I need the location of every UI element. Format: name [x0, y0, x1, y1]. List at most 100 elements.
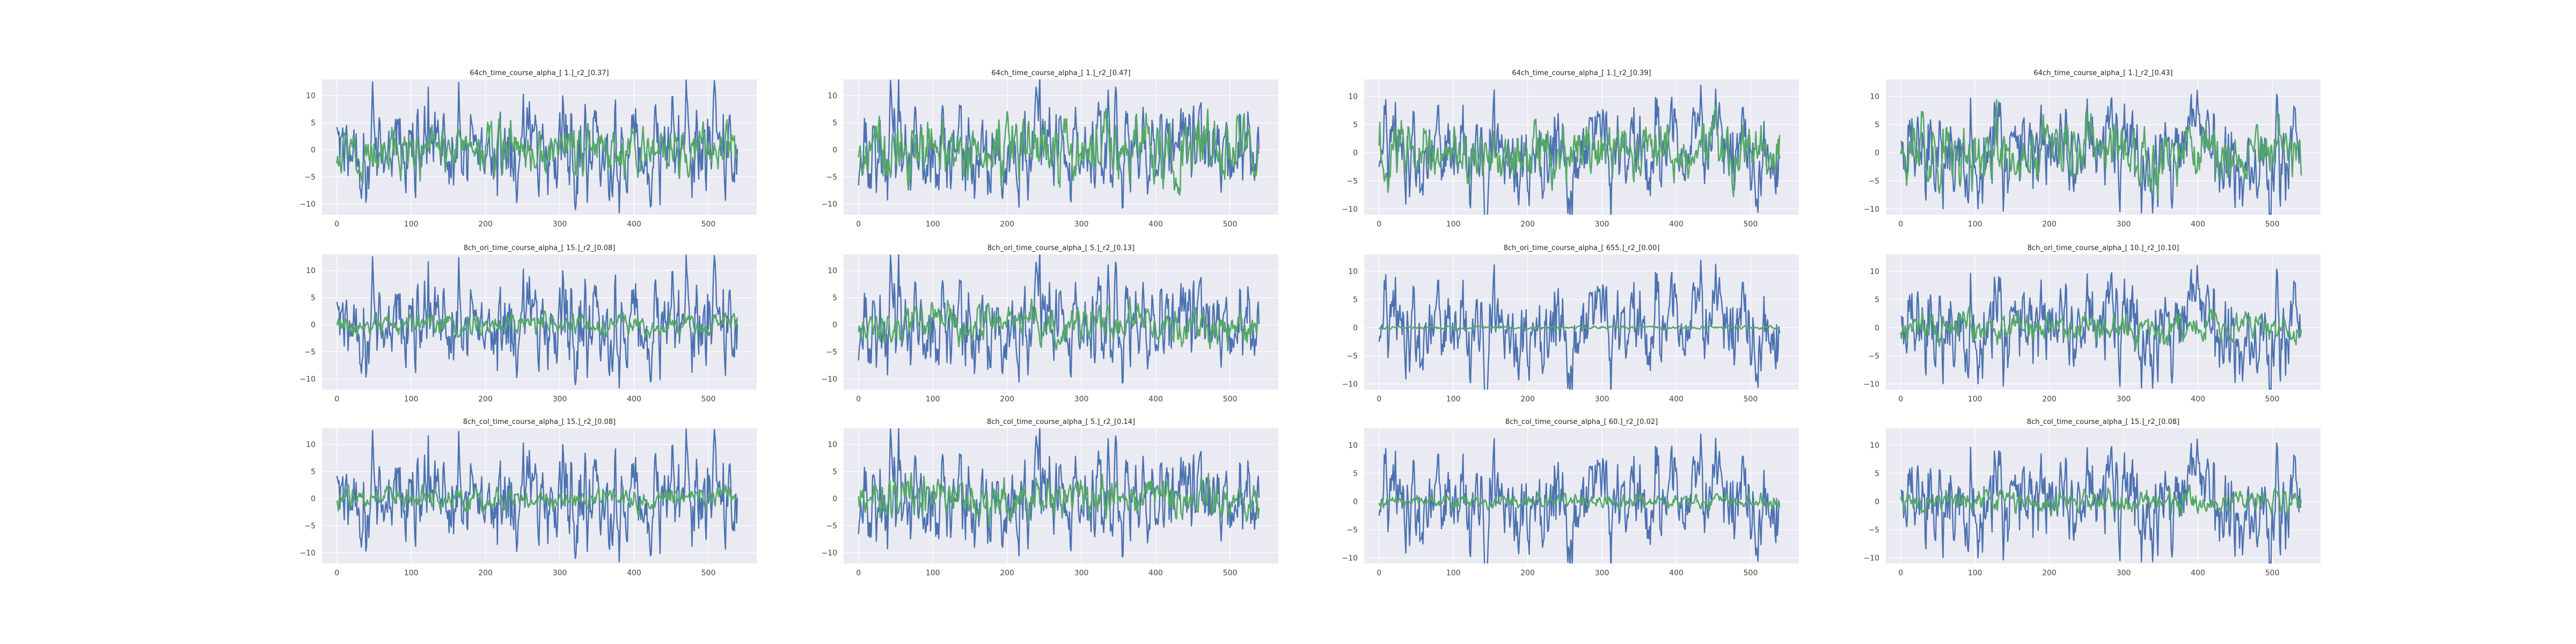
x-tick-label: 100: [926, 395, 940, 404]
x-tick-label: 0: [856, 569, 861, 577]
y-tick-label: 5: [1875, 121, 1879, 129]
x-tick-label: 400: [1669, 569, 1684, 577]
x-tick-label: 100: [1968, 569, 1982, 577]
subplot-title: 8ch_col_time_course_alpha_[ 5.]_r2_[0.14…: [987, 418, 1135, 426]
x-tick-label: 500: [1223, 395, 1238, 404]
x-tick-label: 400: [627, 569, 641, 577]
x-tick-label: 200: [2042, 220, 2057, 229]
x-tick-label: 300: [2117, 569, 2131, 577]
x-tick-label: 100: [1968, 220, 1982, 229]
x-tick-label: 500: [701, 220, 716, 229]
y-tick-label: 10: [828, 441, 837, 449]
x-tick-label: 100: [1446, 569, 1461, 577]
x-tick-label: 300: [1595, 220, 1609, 229]
x-tick-label: 500: [1744, 220, 1758, 229]
x-tick-label: 400: [627, 395, 641, 404]
x-tick-label: 500: [1744, 395, 1758, 404]
x-tick-label: 100: [926, 220, 940, 229]
x-tick-label: 200: [478, 569, 493, 577]
x-tick-label: 500: [1223, 220, 1238, 229]
y-tick-label: −5: [304, 348, 316, 356]
y-tick-label: 0: [1353, 149, 1358, 158]
x-tick-label: 500: [701, 569, 716, 577]
y-tick-label: 0: [311, 495, 316, 503]
x-tick-label: 200: [1000, 569, 1014, 577]
y-tick-label: 5: [1353, 296, 1358, 304]
x-tick-label: 0: [1898, 569, 1903, 577]
y-tick-label: −10: [821, 549, 837, 558]
x-tick-label: 500: [1744, 569, 1758, 577]
x-tick-label: 200: [2042, 569, 2057, 577]
y-tick-label: 10: [1348, 93, 1358, 101]
subplot-11: 0 100 200 300 400 500 −10 −5 0 5 10 8ch_col_time_co…: [1342, 418, 1799, 577]
y-tick-label: 10: [1870, 268, 1879, 276]
y-tick-label: 5: [311, 468, 316, 477]
y-tick-label: 10: [1348, 442, 1358, 450]
y-tick-label: −5: [304, 173, 316, 181]
x-tick-label: 100: [1446, 220, 1461, 229]
predicted-trace: [1900, 484, 2302, 517]
x-tick-label: 400: [1669, 220, 1684, 229]
x-tick-label: 500: [2265, 220, 2280, 229]
x-tick-label: 400: [1148, 220, 1163, 229]
subplot-title: 64ch_time_course_alpha_[ 1.]_r2_[0.39]: [1512, 69, 1651, 77]
subplot-7: 0 100 200 300 400 500 −10 −5 0 5 10 8ch_ori_time_co…: [1342, 244, 1799, 404]
x-tick-label: 300: [553, 220, 567, 229]
x-tick-label: 0: [856, 220, 861, 229]
y-tick-label: 5: [311, 294, 316, 303]
y-tick-label: −10: [1342, 380, 1358, 389]
subplot-4: 0 100 200 300 400 500 −10 −5 0 5 10 64ch_time_cours…: [1863, 69, 2321, 229]
y-tick-label: −5: [826, 173, 837, 181]
x-tick-label: 400: [1148, 395, 1163, 404]
y-tick-label: −10: [1863, 380, 1879, 389]
y-tick-label: −10: [1342, 554, 1358, 563]
x-tick-label: 100: [1446, 395, 1461, 404]
measured-trace: [1378, 433, 1781, 564]
x-tick-label: 0: [1898, 395, 1903, 404]
predicted-trace: [336, 484, 738, 516]
subplot-title: 8ch_ori_time_course_alpha_[ 655.]_r2_[0.…: [1504, 244, 1660, 252]
x-tick-label: 400: [2191, 220, 2205, 229]
x-tick-label: 400: [627, 220, 641, 229]
y-tick-label: 10: [306, 267, 316, 275]
predicted-trace: [858, 108, 1260, 196]
x-tick-label: 100: [404, 569, 419, 577]
y-tick-label: 0: [1875, 324, 1879, 333]
y-tick-label: 10: [1870, 93, 1879, 101]
subplot-title: 64ch_time_course_alpha_[ 1.]_r2_[0.47]: [991, 69, 1130, 77]
axes-background: [1886, 428, 2321, 564]
x-tick-label: 400: [1148, 569, 1163, 577]
predicted-trace: [1900, 99, 2302, 200]
y-tick-label: 5: [832, 468, 837, 477]
measured-trace: [336, 79, 738, 214]
subplot-10: 0 100 200 300 400 500 −10 −5 0 5 10 8ch_col_time_co…: [821, 418, 1278, 577]
subplot-2: 0 100 200 300 400 500 −10 −5 0 5 10 64ch_time_cours…: [821, 69, 1278, 229]
x-tick-label: 100: [404, 220, 419, 229]
predicted-trace: [1378, 105, 1781, 197]
y-tick-label: 0: [1353, 324, 1358, 333]
x-tick-label: 200: [1000, 220, 1014, 229]
y-tick-label: 5: [1353, 121, 1358, 129]
x-tick-label: 300: [1074, 220, 1089, 229]
y-tick-label: 5: [1875, 470, 1879, 478]
y-tick-label: 10: [1348, 268, 1358, 276]
subplot-6: 0 100 200 300 400 500 −10 −5 0 5 10 8ch_ori_time_co…: [821, 244, 1278, 404]
y-tick-label: −10: [821, 375, 837, 384]
subplot-9: 0 100 200 300 400 500 −10 −5 0 5 10 8ch_col_time_co…: [299, 418, 757, 577]
predicted-trace: [1378, 491, 1781, 511]
y-tick-label: −5: [1868, 526, 1879, 535]
y-tick-label: 0: [832, 495, 837, 503]
x-tick-label: 200: [478, 220, 493, 229]
y-tick-label: 10: [828, 267, 837, 275]
y-tick-label: −10: [299, 549, 316, 558]
x-tick-label: 0: [1377, 395, 1381, 404]
x-tick-label: 200: [2042, 395, 2057, 404]
x-tick-label: 200: [1520, 569, 1535, 577]
subplot-8: 0 100 200 300 400 500 −10 −5 0 5 10 8ch_ori_time_co…: [1863, 244, 2321, 404]
predicted-trace: [1900, 306, 2302, 350]
y-tick-label: −5: [1346, 352, 1358, 361]
x-tick-label: 300: [553, 395, 567, 404]
measured-trace: [1900, 265, 2302, 390]
y-tick-label: 5: [311, 119, 316, 128]
